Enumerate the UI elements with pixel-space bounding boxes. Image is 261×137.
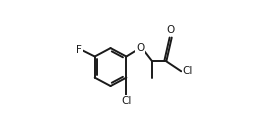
- Text: Cl: Cl: [121, 96, 132, 105]
- Text: F: F: [76, 45, 82, 55]
- Text: Cl: Cl: [182, 66, 193, 76]
- Text: O: O: [167, 25, 175, 35]
- Text: O: O: [136, 43, 144, 53]
